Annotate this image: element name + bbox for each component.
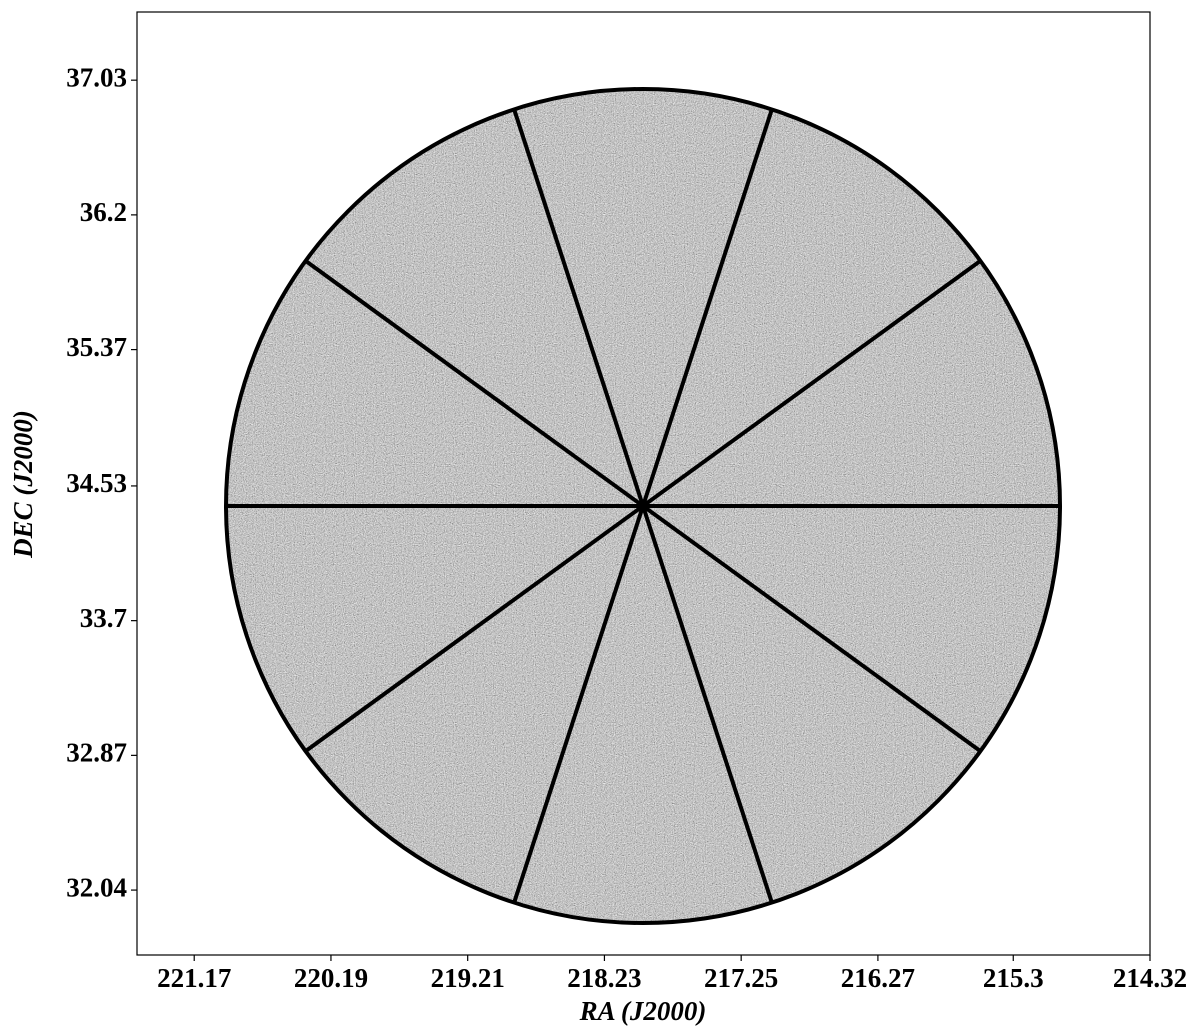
- x-tick-label: 218.23: [567, 963, 641, 993]
- x-tick-label: 215.3: [983, 963, 1044, 993]
- x-tick-label: 219.21: [431, 963, 505, 993]
- sector-lines: [226, 108, 1060, 904]
- x-tick-label: 216.27: [841, 963, 915, 993]
- y-tick-label: 34.53: [66, 468, 127, 498]
- y-axis-label: DEC (J2000): [8, 410, 38, 559]
- y-tick-label: 37.03: [66, 62, 127, 92]
- sector-line: [304, 259, 982, 753]
- y-tick-label: 32.87: [66, 738, 127, 768]
- y-tick-label: 35.37: [66, 332, 127, 362]
- x-tick-label: 214.32: [1113, 963, 1187, 993]
- y-tick-label: 36.2: [80, 197, 127, 227]
- plot-frame: [136, 11, 1151, 956]
- field-boundary: [224, 87, 1062, 925]
- x-tick-label: 217.25: [704, 963, 778, 993]
- y-tick-label: 32.04: [66, 872, 127, 902]
- y-tick-label: 33.7: [80, 603, 127, 633]
- x-tick-label: 220.19: [294, 963, 368, 993]
- x-axis-label: RA (J2000): [579, 996, 707, 1026]
- x-tick-label: 221.17: [157, 963, 231, 993]
